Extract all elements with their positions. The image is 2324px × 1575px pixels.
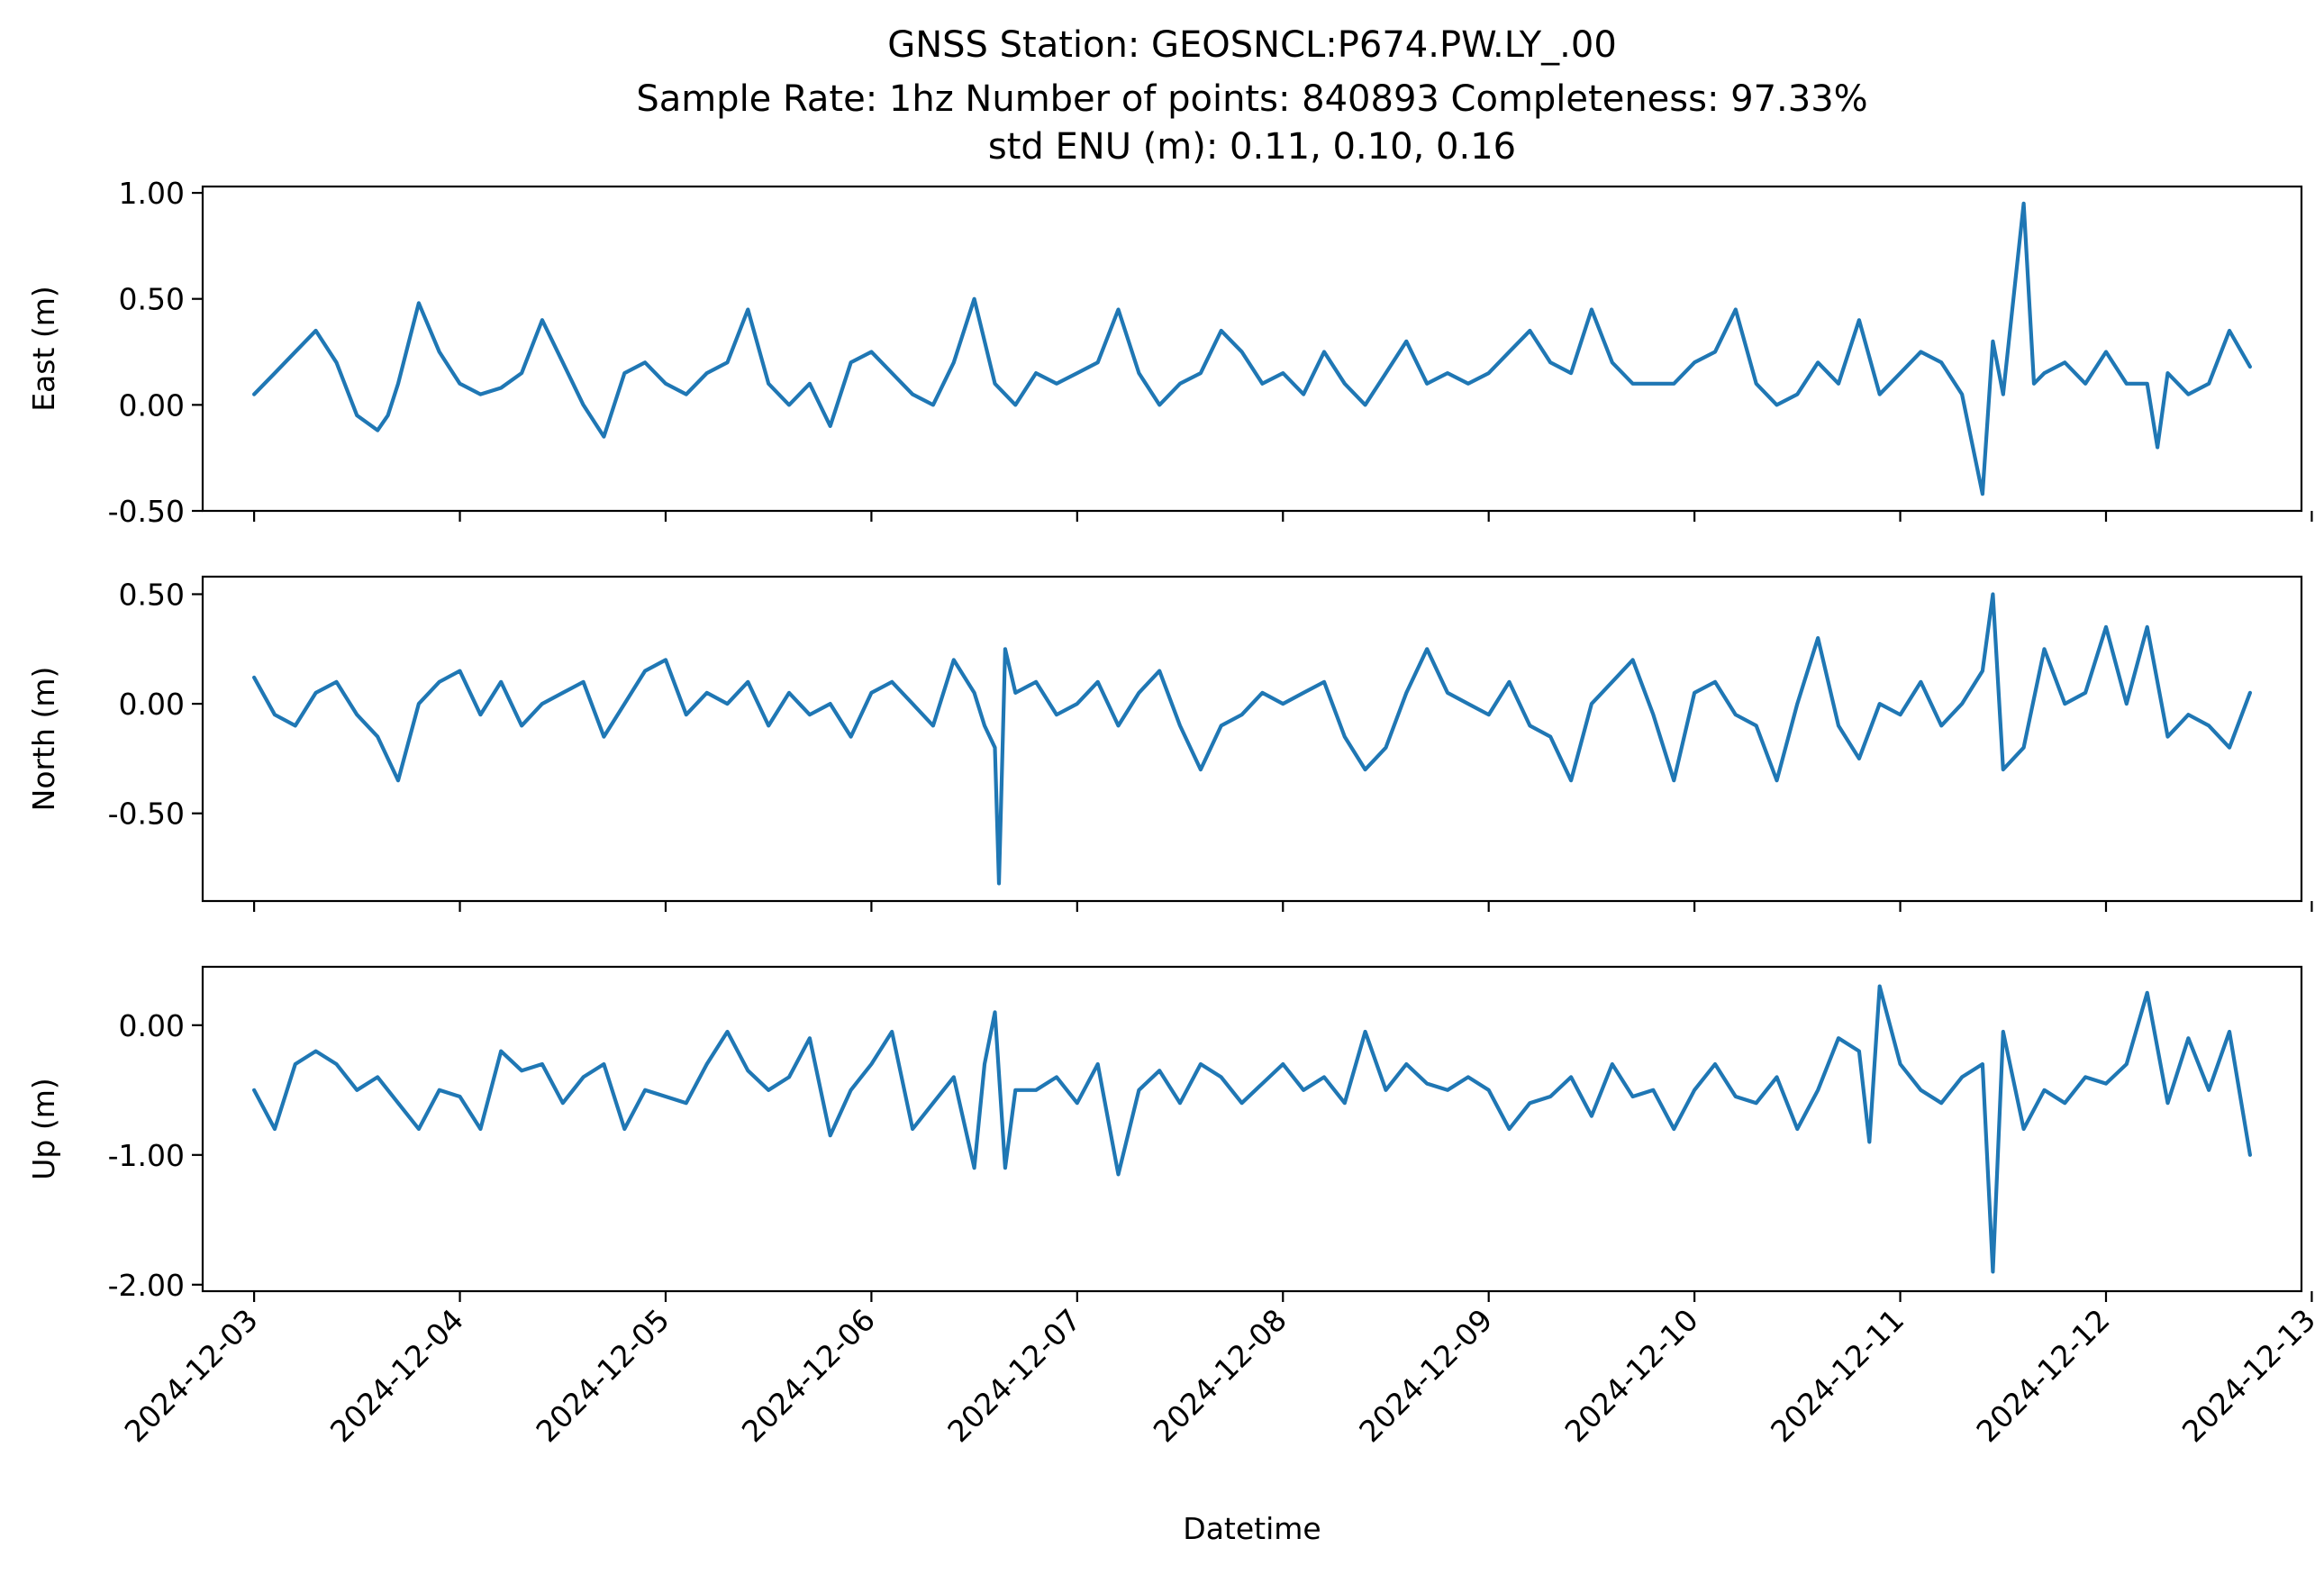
north-y-axis-label: North (m) <box>26 667 61 812</box>
east-series-line <box>252 201 2252 496</box>
up-y-tick-label: -2.00 <box>108 1268 185 1303</box>
up-plot-frame <box>201 965 2303 1293</box>
chart-title-line-2: Sample Rate: 1hz Number of points: 84089… <box>636 78 1867 120</box>
east-y-tick-label: 0.50 <box>119 282 185 317</box>
up-y-axis-label: Up (m) <box>26 1078 61 1180</box>
east-plot-frame <box>201 185 2303 513</box>
east-panel: -0.50 0.00 0.50 1.00 East (m) <box>26 176 2313 529</box>
east-y-axis-label: East (m) <box>26 286 61 412</box>
up-y-tick-label: 0.00 <box>119 1008 185 1043</box>
north-series-line <box>252 592 2252 886</box>
east-y-tick-label: 0.00 <box>119 387 185 423</box>
north-plot-frame <box>201 575 2303 903</box>
x-axis-label: Datetime <box>1183 1511 1321 1546</box>
chart-title-line-1: GNSS Station: GEOSNCL:P674.PW.LY_.00 <box>887 24 1617 66</box>
east-y-tick-label: 1.00 <box>119 176 185 211</box>
east-y-tick-label: -0.50 <box>108 494 185 529</box>
up-series-line <box>252 984 2252 1274</box>
north-panel: -0.50 0.00 0.50 North (m) <box>26 575 2313 912</box>
chart-title-line-3: std ENU (m): 0.11, 0.10, 0.16 <box>988 126 1516 168</box>
north-y-tick-label: 0.00 <box>119 687 185 722</box>
up-y-tick-label: -1.00 <box>108 1138 185 1173</box>
north-y-tick-label: -0.50 <box>108 797 185 832</box>
north-y-tick-label: 0.50 <box>119 577 185 612</box>
